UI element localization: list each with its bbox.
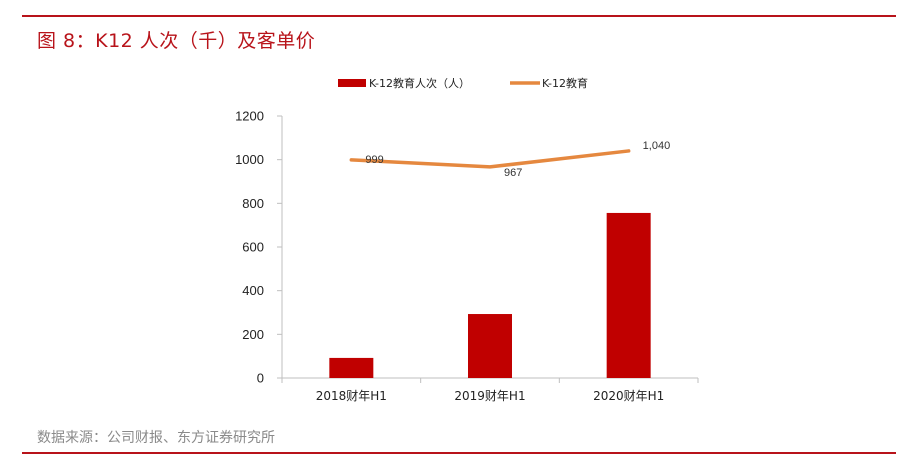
y-tick-label: 1000	[235, 152, 264, 167]
bars	[329, 212, 651, 378]
bottom-rule	[22, 452, 896, 454]
axes: 0 200 400 600 800 1000 1200 2018财年H1 2019财年H1 202…	[235, 109, 699, 403]
x-tick-label: 2018财年H1	[316, 389, 387, 403]
data-label: 967	[504, 167, 522, 179]
legend-label-bar: K-12教育人次（人）	[369, 76, 470, 90]
bar	[606, 212, 651, 378]
y-tick-label: 400	[242, 283, 264, 298]
y-tick-label: 600	[242, 240, 264, 255]
data-label: 999	[365, 154, 383, 166]
y-tick-label: 0	[257, 371, 264, 386]
top-rule	[22, 15, 896, 17]
figure-title: 图 8：K12 人次（千）及客单价	[37, 30, 316, 52]
y-tick-label: 200	[242, 327, 264, 342]
x-tick-label: 2020财年H1	[593, 389, 664, 403]
y-tick-label: 800	[242, 196, 264, 211]
line-path	[349, 149, 631, 169]
bar	[329, 357, 374, 378]
bar	[468, 314, 512, 378]
y-tick-label: 1200	[235, 109, 264, 124]
line-series: 999 967 1,040	[349, 140, 671, 179]
x-tick-label: 2019财年H1	[454, 389, 525, 403]
legend-swatch-bar	[338, 79, 366, 87]
legend-label-line: K-12教育	[542, 76, 588, 90]
data-label: 1,040	[643, 140, 671, 152]
legend: K-12教育人次（人） K-12教育	[338, 76, 588, 90]
source-note: 数据来源：公司财报、东方证券研究所	[37, 430, 275, 446]
